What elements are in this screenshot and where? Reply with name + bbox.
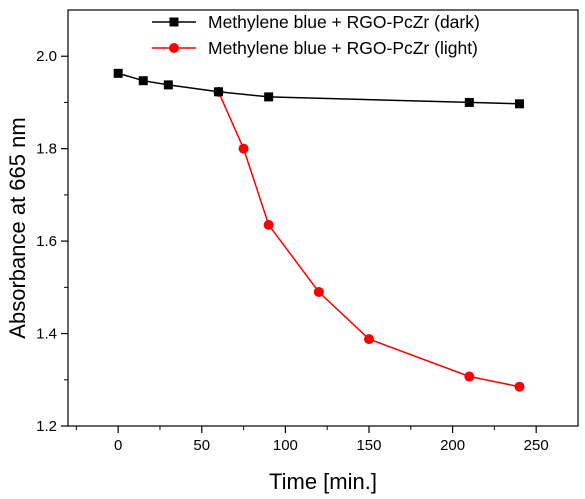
axes: 0 50 100 150 200 250 1.2 1.4 1.6 1.8 2.0	[36, 9, 579, 454]
legend-marker	[169, 43, 179, 53]
plot-frame	[67, 9, 579, 427]
data-point-series-0	[514, 99, 524, 109]
legend-label: Methylene blue + RGO-PcZr (dark)	[208, 12, 480, 32]
y-axis-title: Absorbance at 665 nm	[5, 117, 30, 338]
data-point-series-0	[213, 87, 223, 97]
data-point-series-0	[264, 92, 274, 102]
legend: Methylene blue + RGO-PcZr (dark) Methylen…	[152, 12, 480, 58]
data-point-series-1	[313, 286, 324, 297]
y-tick-label: 1.4	[36, 326, 57, 343]
y-tick-label: 1.6	[36, 233, 57, 250]
data-point-series-1	[238, 143, 249, 154]
data-point-series-1	[464, 371, 475, 382]
series-line-0	[117, 72, 520, 105]
data-point-series-0	[138, 76, 148, 86]
x-tick-label: 200	[440, 437, 465, 454]
data-point-series-1	[363, 334, 374, 345]
data-point-series-0	[163, 80, 173, 90]
data-point-series-0	[113, 68, 123, 78]
x-tick-label: 0	[114, 437, 122, 454]
data-point-series-0	[464, 97, 474, 107]
y-tick-label: 1.8	[36, 141, 57, 158]
x-tick-label: 100	[273, 437, 298, 454]
x-tick-label: 150	[356, 437, 381, 454]
x-tick-label: 250	[524, 437, 549, 454]
legend-label: Methylene blue + RGO-PcZr (light)	[208, 38, 478, 58]
y-tick-label: 1.2	[36, 418, 57, 435]
series-layer	[113, 68, 525, 392]
x-tick-label: 50	[193, 437, 210, 454]
x-axis-title: Time [min.]	[269, 469, 377, 494]
legend-marker	[169, 17, 179, 27]
y-tick-label: 2.0	[36, 48, 57, 65]
data-point-series-1	[514, 381, 525, 392]
data-point-series-1	[263, 219, 274, 230]
